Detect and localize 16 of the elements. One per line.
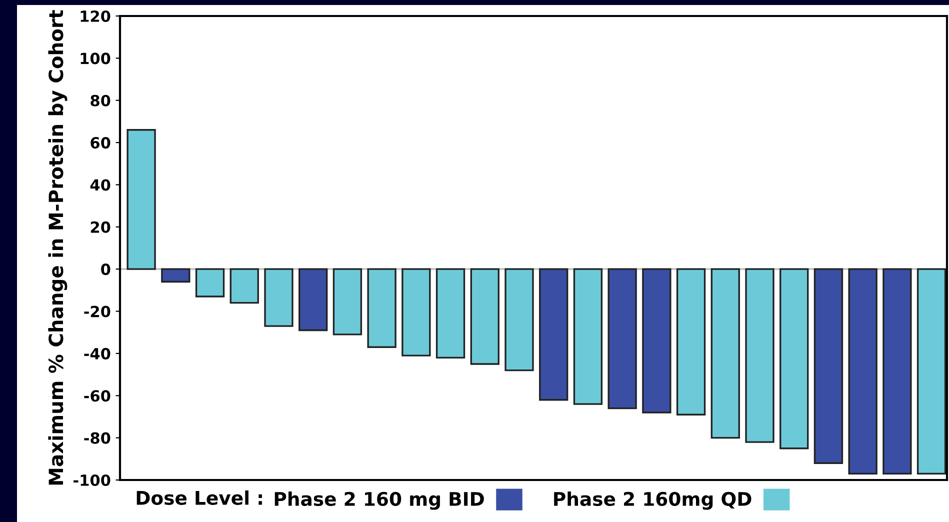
y-tick-label: -40 (84, 348, 110, 360)
y-tick-label: 0 (101, 264, 110, 276)
y-tick-label: 120 (80, 10, 110, 22)
y-tick-label: 60 (90, 137, 110, 149)
y-tick-label: 100 (80, 52, 110, 64)
y-tick-label: 40 (90, 179, 110, 191)
y-tick-label: -20 (84, 306, 110, 318)
y-axis-title: Maximum % Change in M-Protein by Cohort (48, 10, 68, 485)
y-tick-label: -80 (84, 432, 110, 444)
y-tick-label: 20 (90, 221, 110, 233)
legend-title: Dose Level : (136, 490, 262, 505)
legend-label: Phase 2 160 mg BID (274, 492, 484, 510)
y-tick-label: 80 (90, 94, 110, 106)
legend-label: Phase 2 160mg QD (554, 492, 752, 510)
y-tick-label: -60 (84, 390, 110, 402)
y-tick-label: -100 (74, 474, 110, 486)
